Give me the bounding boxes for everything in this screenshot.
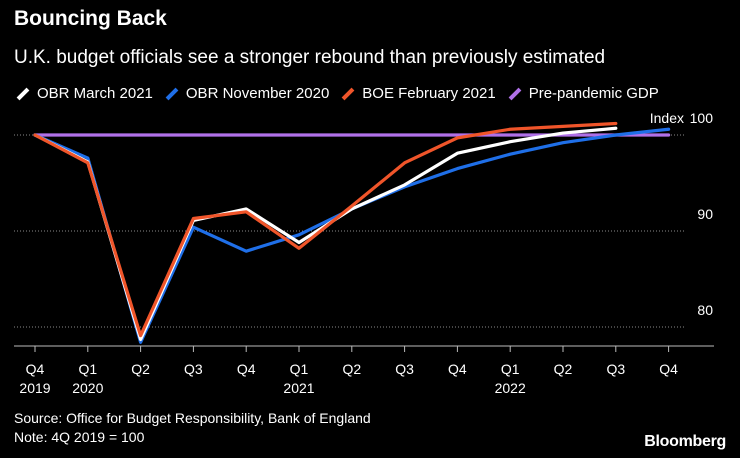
y-axis-label: Index bbox=[650, 110, 684, 126]
legend-label-obr-november-2020: OBR November 2020 bbox=[185, 85, 330, 102]
x-tick-label: Q3 bbox=[184, 361, 203, 377]
x-tick-label: Q4 bbox=[659, 361, 678, 377]
bloomberg-logo: Bloomberg bbox=[644, 433, 726, 450]
chart-title: Bouncing Back bbox=[14, 7, 167, 30]
chart-subtitle: U.K. budget officials see a stronger reb… bbox=[14, 47, 606, 68]
legend-item-pre-pandemic-gdp: Pre-pandemic GDP bbox=[506, 85, 659, 102]
legend-item-obr-march-2021: OBR March 2021 bbox=[14, 85, 153, 102]
legend-label-obr-march-2021: OBR March 2021 bbox=[37, 85, 153, 102]
x-tick-label: Q4 bbox=[448, 361, 467, 377]
legend: OBR March 2021 OBR November 2020 BOE Feb… bbox=[14, 85, 669, 102]
legend-label-boe-february-2021: BOE February 2021 bbox=[362, 85, 496, 102]
y-tick-label-80: 80 bbox=[697, 302, 713, 318]
x-year-label-2021: 2021 bbox=[283, 380, 314, 396]
x-tick-label: Q2 bbox=[131, 361, 150, 377]
x-tick-label: Q3 bbox=[606, 361, 625, 377]
x-tick-label: Q1 bbox=[78, 361, 97, 377]
x-tick-label: Q2 bbox=[554, 361, 573, 377]
x-year-label-2022: 2022 bbox=[495, 380, 526, 396]
x-tick-label: Q4 bbox=[237, 361, 256, 377]
x-tick-label: Q4 bbox=[26, 361, 45, 377]
x-tick-label: Q3 bbox=[395, 361, 414, 377]
series-line-boe-february-2021 bbox=[33, 121, 618, 338]
source-note: Source: Office for Budget Responsibility… bbox=[14, 410, 371, 426]
legend-label-pre-pandemic-gdp: Pre-pandemic GDP bbox=[528, 85, 659, 102]
x-year-label-2019: 2019 bbox=[19, 380, 50, 396]
index-note: Note: 4Q 2019 = 100 bbox=[14, 429, 145, 445]
legend-item-obr-november-2020: OBR November 2020 bbox=[163, 85, 329, 102]
series-line-obr-march-2021 bbox=[33, 126, 618, 342]
y-tick-label-90: 90 bbox=[697, 206, 713, 222]
x-year-label-2020: 2020 bbox=[72, 380, 103, 396]
x-tick-label: Q2 bbox=[342, 361, 361, 377]
x-tick-label: Q1 bbox=[290, 361, 309, 377]
y-tick-label-100: 100 bbox=[690, 110, 714, 126]
series-line-obr-november-2020 bbox=[33, 127, 671, 344]
legend-item-boe-february-2021: BOE February 2021 bbox=[339, 85, 496, 102]
x-tick-label: Q1 bbox=[501, 361, 520, 377]
